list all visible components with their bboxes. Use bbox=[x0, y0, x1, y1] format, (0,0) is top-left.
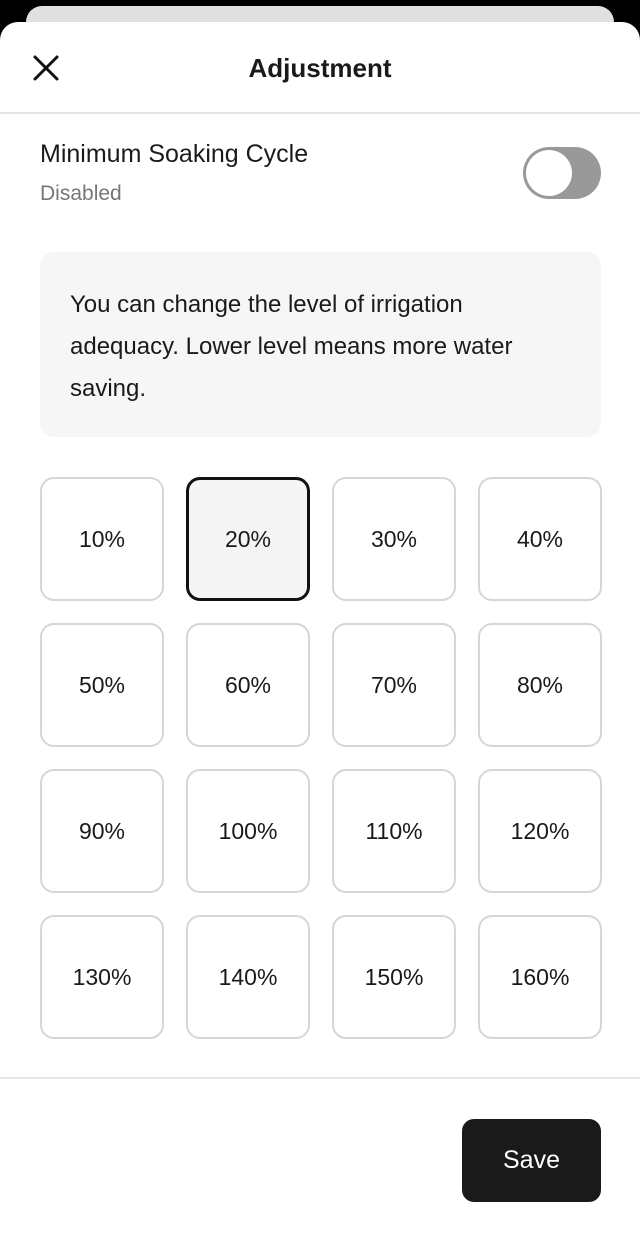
close-icon bbox=[33, 55, 59, 81]
level-option[interactable]: 110% bbox=[332, 769, 456, 893]
level-option[interactable]: 20% bbox=[186, 477, 310, 601]
level-option[interactable]: 10% bbox=[40, 477, 164, 601]
level-grid: 10% 20% 30% 40% 50% 60% 70% 80% 90% 100% 110% 120% 1… bbox=[40, 477, 602, 1039]
level-option[interactable]: 120% bbox=[478, 769, 602, 893]
save-button[interactable]: Save bbox=[462, 1119, 601, 1202]
level-option[interactable]: 100% bbox=[186, 769, 310, 893]
page-title: Adjustment bbox=[248, 53, 392, 83]
adjustment-sheet: Adjustment Minimum Soaking Cycle Disable… bbox=[0, 22, 640, 1254]
close-button[interactable] bbox=[30, 52, 62, 84]
level-option[interactable]: 70% bbox=[332, 623, 456, 747]
level-option[interactable]: 80% bbox=[478, 623, 602, 747]
level-option[interactable]: 40% bbox=[478, 477, 602, 601]
level-option[interactable]: 140% bbox=[186, 915, 310, 1039]
level-option[interactable]: 60% bbox=[186, 623, 310, 747]
level-option[interactable]: 130% bbox=[40, 915, 164, 1039]
header: Adjustment bbox=[0, 22, 640, 114]
soaking-cycle-label: Minimum Soaking Cycle bbox=[40, 140, 309, 168]
soaking-cycle-status: Disabled bbox=[40, 182, 122, 205]
level-option[interactable]: 50% bbox=[40, 623, 164, 747]
level-option[interactable]: 160% bbox=[478, 915, 602, 1039]
level-option[interactable]: 90% bbox=[40, 769, 164, 893]
level-option[interactable]: 30% bbox=[332, 477, 456, 601]
info-box: You can change the level of irrigation a… bbox=[40, 252, 601, 437]
level-option[interactable]: 150% bbox=[332, 915, 456, 1039]
divider bbox=[0, 1077, 640, 1079]
toggle-knob bbox=[526, 150, 572, 196]
soaking-cycle-toggle[interactable] bbox=[523, 147, 601, 199]
